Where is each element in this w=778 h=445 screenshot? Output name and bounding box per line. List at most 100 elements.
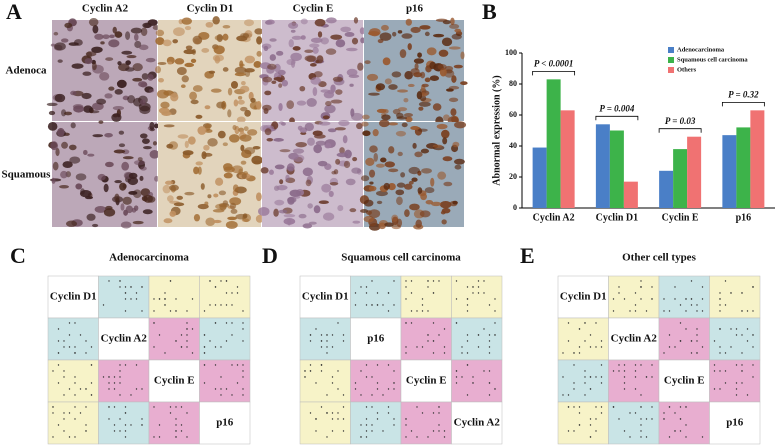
- scatter-dot: [640, 364, 642, 366]
- scatter-dot: [387, 406, 390, 408]
- cell-nucleus: [438, 49, 449, 57]
- cell-nucleus: [244, 147, 256, 155]
- scatter-dot: [600, 382, 603, 384]
- scatter-dot: [130, 424, 132, 426]
- cell-nucleus: [108, 39, 120, 48]
- bar: [560, 110, 575, 208]
- annotation: P = 0.32: [728, 89, 759, 99]
- scatter-dot: [432, 292, 435, 294]
- cell-nucleus: [213, 193, 219, 198]
- scatter-dot: [108, 382, 110, 384]
- cell-nucleus: [332, 76, 343, 82]
- cell-nucleus: [273, 76, 283, 81]
- scatter-dot: [562, 376, 564, 378]
- scatter-dot: [405, 352, 407, 354]
- scatter-dot: [589, 376, 592, 378]
- scatter-dot: [331, 346, 334, 348]
- cell-nucleus: [368, 209, 381, 219]
- scatter-dot: [410, 310, 413, 312]
- scatter-dot: [124, 310, 127, 312]
- scatter-dot: [663, 310, 665, 312]
- scatter-dot: [477, 346, 480, 348]
- cell-nucleus: [71, 63, 84, 69]
- scatter-dot: [651, 286, 653, 288]
- cell-nucleus: [70, 122, 76, 129]
- scatter-dot: [74, 376, 76, 378]
- scatter-dot: [191, 328, 194, 330]
- cell-nucleus: [443, 114, 450, 121]
- scatter-dot: [393, 388, 395, 390]
- cell-nucleus: [114, 89, 123, 95]
- scatter-dot: [466, 352, 469, 354]
- scatter-dot: [371, 304, 373, 306]
- scatter-dot: [466, 334, 469, 336]
- cell-nucleus: [397, 107, 408, 112]
- scatter-dot: [119, 418, 121, 420]
- scatter-dot: [421, 304, 424, 306]
- cell-nucleus: [126, 55, 137, 59]
- cell-nucleus: [69, 156, 81, 164]
- cell-nucleus: [313, 205, 321, 214]
- scatter-dot: [578, 412, 581, 414]
- cell-nucleus: [348, 74, 360, 79]
- scatter-dot: [701, 298, 704, 300]
- scatter-dot: [309, 412, 312, 414]
- scatter-dot: [79, 388, 82, 390]
- cell-nucleus: [243, 171, 249, 176]
- scatter-dot: [326, 346, 328, 348]
- cell-nucleus: [223, 163, 233, 171]
- cell-nucleus: [451, 75, 457, 83]
- scatter-dot: [410, 322, 413, 324]
- cell-nucleus: [460, 51, 465, 60]
- scatter-dot: [696, 352, 698, 354]
- cell-nucleus: [342, 135, 348, 144]
- scatter-dot: [214, 304, 217, 306]
- scatter-dot: [640, 424, 642, 426]
- cell-nucleus: [203, 144, 210, 151]
- scatter-dot: [113, 424, 116, 426]
- cell-nucleus: [172, 39, 179, 44]
- cell-nucleus: [127, 176, 139, 186]
- scatter-dot: [382, 394, 384, 396]
- cell-nucleus: [176, 195, 183, 200]
- cell-nucleus: [432, 144, 443, 149]
- cell-nucleus: [432, 103, 442, 111]
- scatter-dot: [63, 376, 65, 378]
- cell-nucleus: [410, 126, 420, 131]
- cell-nucleus: [448, 97, 459, 103]
- cell-nucleus: [441, 219, 447, 225]
- scatter-dot: [640, 436, 642, 438]
- cell-nucleus: [407, 83, 415, 88]
- scatter-dot: [741, 370, 743, 372]
- scatter-dot: [578, 424, 581, 426]
- bar: [750, 110, 765, 208]
- matrix-cell: [557, 275, 609, 319]
- scatter-dot: [567, 340, 570, 342]
- scatter-dot: [668, 310, 671, 312]
- cell-nucleus: [439, 200, 452, 209]
- cell-nucleus: [277, 69, 286, 76]
- variable-label: Cyclin E: [406, 375, 447, 387]
- scatter-dot: [443, 430, 446, 432]
- scatter-dot: [360, 436, 362, 438]
- scatter-dot: [90, 382, 93, 384]
- scatter-dot: [57, 328, 60, 330]
- scatter-dot: [382, 430, 384, 432]
- variable-label: p16: [367, 333, 385, 345]
- cell-nucleus: [92, 223, 99, 228]
- column-header: p16: [406, 3, 424, 15]
- cell-nucleus: [381, 24, 389, 31]
- scatter-dot: [730, 346, 732, 348]
- cell-nucleus: [263, 107, 269, 114]
- scatter-dot: [360, 286, 362, 288]
- cell-nucleus: [366, 73, 379, 81]
- cell-nucleus: [238, 168, 244, 176]
- scatter-dot: [393, 280, 395, 282]
- matrix-cell: [608, 275, 660, 319]
- cell-nucleus: [166, 143, 174, 149]
- scatter-dot: [214, 388, 217, 390]
- matrix-title: Adenocarcinoma: [109, 252, 189, 264]
- scatter-dot: [432, 322, 435, 324]
- matrix-cell: [400, 401, 452, 445]
- cell-nucleus: [149, 121, 155, 131]
